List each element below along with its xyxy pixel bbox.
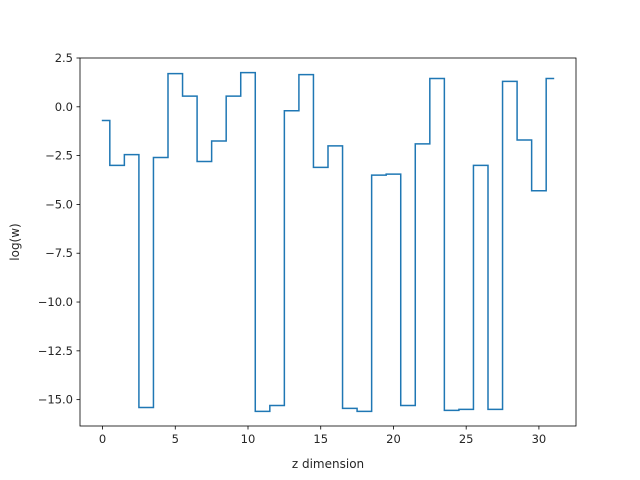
x-tick-label: 25 xyxy=(459,432,474,446)
x-tick-label: 20 xyxy=(386,432,401,446)
series-line xyxy=(101,71,555,413)
y-axis: 2.5 0.0 −2.5 −5.0 −7.5 −10.0 −12.5 −15.0 xyxy=(38,51,80,407)
y-tick-label: −15.0 xyxy=(38,393,73,407)
y-tick-label: 0.0 xyxy=(55,100,73,114)
y-tick-label: −2.5 xyxy=(45,149,73,163)
y-tick-label: −5.0 xyxy=(45,197,73,211)
x-axis-label: z dimension xyxy=(292,457,364,471)
y-tick-label: 2.5 xyxy=(55,51,73,65)
x-tick-label: 10 xyxy=(241,432,256,446)
y-tick-label: −12.5 xyxy=(38,344,73,358)
x-tick-label: 0 xyxy=(99,432,106,446)
x-axis: 0 5 10 15 20 25 30 xyxy=(99,426,546,446)
y-tick-label: −7.5 xyxy=(45,246,73,260)
y-axis-label: log(w) xyxy=(8,223,22,260)
x-tick-label: 30 xyxy=(532,432,547,446)
plot-area xyxy=(101,71,555,413)
y-tick-label: −10.0 xyxy=(38,295,73,309)
x-tick-label: 5 xyxy=(172,432,179,446)
axes-frame xyxy=(79,57,577,427)
x-tick-label: 15 xyxy=(313,432,328,446)
